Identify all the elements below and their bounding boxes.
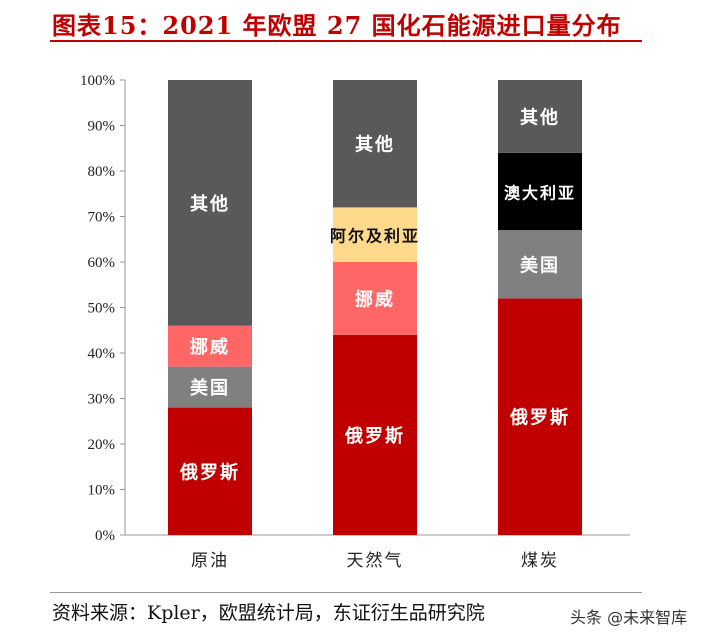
bar-segment-2-3 [498,80,582,153]
bar-segment-1-1 [333,262,417,335]
bar-segment-2-0 [498,298,582,535]
y-tick-label: 100% [80,73,115,89]
y-tick-label: 20% [88,437,116,453]
bar-segment-2-1 [498,230,582,299]
bar-segment-1-3 [333,80,417,208]
segment-label: 其他 [355,134,395,156]
y-tick-label: 60% [88,255,116,271]
y-tick-label: 40% [88,346,116,362]
y-tick-label: 10% [88,483,116,499]
segment-label: 澳大利亚 [504,183,576,202]
title-rule [50,40,642,42]
bar-segment-1-0 [333,334,417,535]
figure-title: 图表15：2021 年欧盟 27 国化石能源进口量分布 [52,11,622,40]
x-category-label: 原油 [191,551,229,571]
x-category-label: 天然气 [347,551,404,571]
bar-segment-2-2 [498,152,582,231]
y-tick-label: 90% [88,119,116,135]
segment-label: 挪威 [190,336,230,358]
segment-label: 俄罗斯 [509,407,570,429]
segment-label: 其他 [190,193,230,215]
segment-label: 俄罗斯 [344,425,405,447]
x-category-label: 煤炭 [521,551,559,571]
bar-segment-0-1 [168,366,252,408]
bar-segment-0-3 [168,80,252,326]
bar-segment-0-2 [168,325,252,367]
y-tick-label: 70% [88,210,116,226]
segment-label: 美国 [190,377,230,399]
y-tick-label: 30% [88,392,116,408]
bar-segment-0-0 [168,407,252,535]
footer-rule [50,592,642,593]
segment-label: 美国 [520,254,560,276]
segment-label: 其他 [520,106,560,128]
source-note: 资料来源：Kpler，欧盟统计局，东证衍生品研究院 [52,602,485,624]
bar-segment-1-2 [333,207,417,262]
y-tick-label: 0% [95,528,115,544]
stacked-bar-chart: 0%10%20%30%40%50%60%70%80%90%100%俄罗斯美国挪威… [80,73,630,571]
segment-label: 阿尔及利亚 [330,227,420,246]
y-tick-label: 80% [88,164,116,180]
y-tick-label: 50% [88,301,116,317]
watermark: 头条 @未来智库 [570,608,688,627]
segment-label: 俄罗斯 [179,461,240,483]
segment-label: 挪威 [355,288,395,310]
